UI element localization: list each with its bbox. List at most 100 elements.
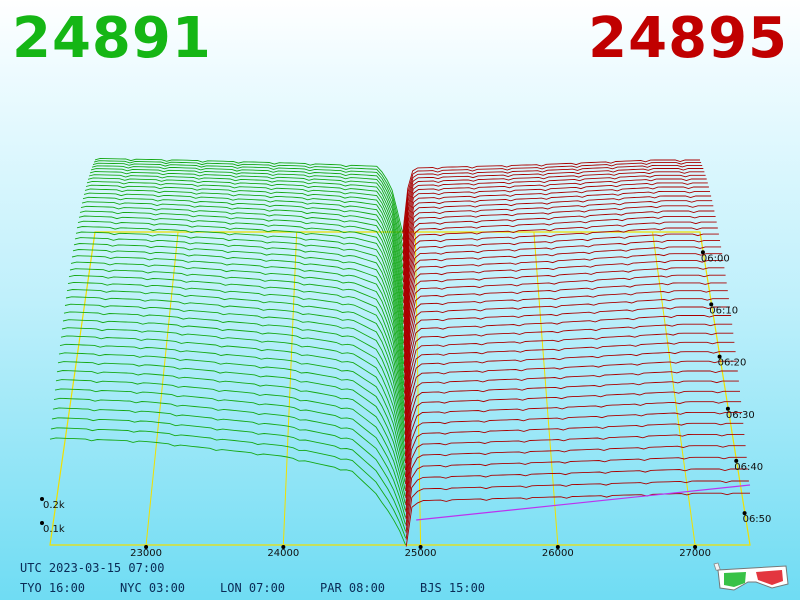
volume-tick-label: 0.2k [43, 500, 65, 511]
3d-glasses-icon[interactable] [712, 560, 792, 594]
ask-depth-layer [404, 290, 728, 408]
ask-depth-layer [405, 445, 746, 519]
ask-depth-layer [404, 341, 735, 450]
time-tick-mark [734, 458, 739, 463]
depth-layers [49, 158, 751, 547]
bid-depth-layer [50, 427, 407, 539]
x-tick-mark [555, 545, 560, 549]
ask-depth-layer [402, 159, 700, 234]
bid-depth-layer [93, 160, 403, 240]
volume-tick-mark [40, 521, 44, 525]
time-tick-label: 06:30 [726, 410, 755, 421]
ask-depth-layer [403, 260, 724, 380]
x-tick-mark [281, 545, 286, 549]
x-tick-label: 25000 [405, 548, 437, 559]
ask-price: 24895 [588, 6, 788, 71]
time-tick-label: 06:50 [743, 514, 772, 525]
x-tick-label: 23000 [130, 548, 162, 559]
bid-depth-layer [71, 255, 405, 393]
bid-depth-layer [64, 303, 405, 441]
bid-depth-layer [94, 158, 403, 233]
bid-depth-layer [66, 289, 405, 427]
bid-depth-layer [84, 188, 404, 302]
ask-depth-layer [405, 468, 748, 533]
ask-depth-layer [405, 390, 740, 484]
volume-tick-label: 0.1k [43, 524, 65, 535]
x-tick-mark [144, 545, 149, 549]
bid-depth-layer [73, 243, 405, 379]
bid-depth-layer [70, 261, 405, 399]
bid-depth-layer [52, 407, 406, 525]
bid-depth-layer [72, 249, 405, 386]
ask-depth-layer [404, 351, 736, 457]
bid-price: 24891 [12, 6, 212, 71]
bid-depth-layer [82, 196, 404, 316]
bid-depth-layer [77, 220, 405, 351]
bid-depth-layer [69, 268, 405, 406]
ask-depth-layer [403, 210, 715, 324]
bid-depth-layer [68, 274, 405, 413]
time-tick-mark [709, 302, 714, 307]
ask-depth-layer [403, 221, 717, 338]
ask-depth-layer [403, 215, 716, 331]
bid-depth-layer [79, 210, 404, 337]
bid-depth-layer [89, 171, 404, 267]
ask-depth-layer [403, 233, 719, 352]
bid-depth-layer [87, 177, 404, 281]
x-tick-label: 24000 [267, 548, 299, 559]
ask-depth-layer [404, 267, 725, 387]
last-trade-line [416, 484, 751, 521]
bid-depth-layer [61, 327, 406, 462]
ask-depth-layer [403, 190, 710, 297]
ask-depth-layer [405, 456, 747, 526]
floor-grid-line [533, 231, 559, 546]
bid-depth-layer [81, 201, 404, 323]
time-tick-mark [700, 250, 705, 255]
bid-depth-layer [49, 437, 407, 546]
x-tick-label: 27000 [679, 548, 711, 559]
ask-depth-layer [404, 332, 734, 443]
ask-depth-layer [404, 315, 732, 429]
bid-depth-layer [60, 335, 406, 469]
floor-grid-line [282, 231, 298, 546]
ask-depth-layer [405, 492, 750, 547]
bid-depth-layer [83, 192, 404, 309]
time-tick-label: 06:20 [718, 358, 747, 369]
bid-depth-layer [76, 226, 405, 358]
ask-depth-layer [402, 182, 708, 283]
bid-depth-layer [56, 370, 406, 497]
ask-depth-layer [403, 239, 720, 359]
x-tick-mark [693, 545, 698, 549]
bid-depth-layer [63, 311, 406, 448]
ask-depth-layer [403, 200, 713, 311]
ask-depth-layer [402, 171, 705, 262]
city-time-par: PAR 08:00 [320, 581, 386, 595]
ask-depth-layer [402, 186, 709, 290]
ask-depth-layer [404, 323, 733, 436]
x-tick-mark [418, 545, 423, 549]
time-tick-label: 06:40 [734, 462, 763, 473]
ask-depth-layer [403, 227, 718, 345]
time-tick-label: 06:00 [701, 253, 730, 264]
ask-depth-layer [405, 411, 743, 498]
bid-depth-layer [53, 397, 406, 518]
bid-depth-layer [88, 174, 404, 274]
city-time-tyo: TYO 16:00 [20, 581, 86, 595]
bid-depth-layer [51, 417, 406, 532]
bid-depth-layer [58, 352, 406, 483]
time-tick-mark [742, 511, 747, 516]
ask-depth-layer [404, 360, 737, 464]
bid-depth-layer [86, 181, 404, 288]
x-tick-label: 26000 [542, 548, 574, 559]
bid-depth-layer [80, 205, 404, 330]
ask-depth-layer [405, 480, 749, 540]
time-tick-label: 06:10 [709, 305, 738, 316]
ask-depth-layer [403, 195, 712, 304]
ask-depth-layer [402, 164, 703, 248]
ask-depth-layer [405, 433, 745, 512]
bid-depth-layer [67, 281, 405, 420]
ask-depth-layer [404, 306, 730, 422]
floor-grid-line [145, 231, 179, 546]
volume-tick-mark [40, 497, 44, 501]
